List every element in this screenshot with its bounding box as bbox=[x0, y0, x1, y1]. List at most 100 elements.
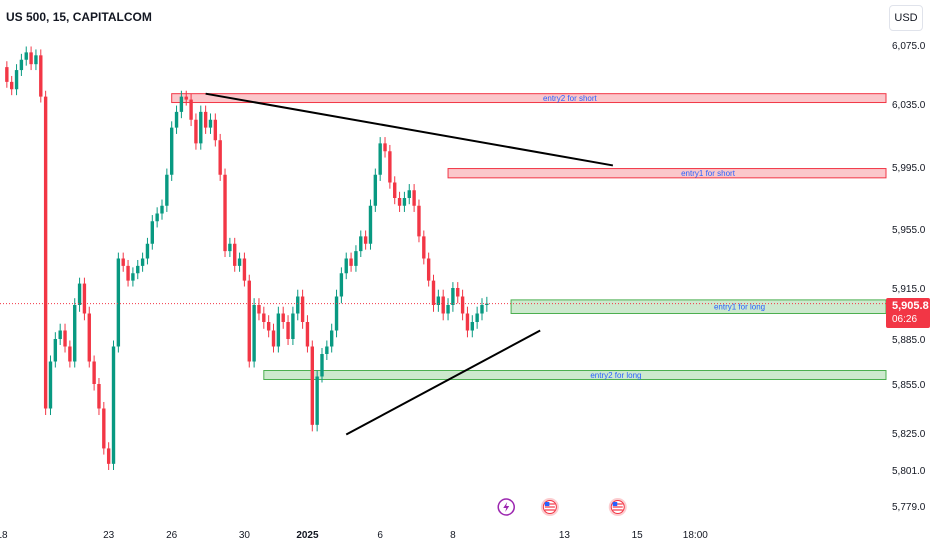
y-tick-label: 5,779.0 bbox=[892, 502, 926, 513]
candle-body bbox=[378, 143, 382, 175]
candle-body bbox=[320, 354, 324, 377]
zone-label: entry1 for long bbox=[714, 303, 765, 312]
candle-body bbox=[203, 111, 208, 128]
candle-body bbox=[363, 236, 368, 244]
candle-body bbox=[456, 288, 460, 297]
bar-countdown-label: 06:26 bbox=[892, 314, 918, 325]
y-tick-label: 5,801.0 bbox=[892, 466, 926, 477]
candle-body bbox=[291, 313, 295, 339]
candle-body bbox=[126, 265, 130, 281]
candle-body bbox=[426, 258, 431, 281]
candle-body bbox=[262, 313, 266, 322]
candle-body bbox=[150, 221, 154, 244]
candle-body bbox=[470, 322, 474, 331]
current-price-badge: 5,905.8 06:26 bbox=[886, 298, 930, 328]
candle-body bbox=[233, 243, 237, 266]
candle-body bbox=[199, 111, 203, 144]
candle-body bbox=[441, 296, 445, 314]
candle-body bbox=[194, 119, 198, 144]
candle-body bbox=[213, 119, 218, 141]
trendline-1[interactable] bbox=[205, 92, 614, 167]
zone-short-1[interactable] bbox=[171, 93, 887, 104]
flag-canton bbox=[544, 502, 550, 506]
candle-body bbox=[116, 258, 121, 347]
candle-body bbox=[300, 296, 305, 322]
candle-body bbox=[174, 111, 179, 128]
candle-body bbox=[354, 251, 358, 266]
candle-body bbox=[334, 296, 339, 331]
y-tick-label: 5,825.0 bbox=[892, 429, 926, 440]
candle-body bbox=[368, 205, 373, 244]
candle-body bbox=[189, 99, 193, 120]
candle-body bbox=[82, 283, 87, 314]
candle-body bbox=[165, 174, 169, 206]
candle-body bbox=[417, 205, 421, 237]
candle-body bbox=[184, 96, 188, 100]
candle-body bbox=[160, 205, 164, 214]
candle-body bbox=[131, 273, 135, 281]
candle-body bbox=[359, 236, 363, 252]
currency-button[interactable]: USD bbox=[889, 5, 923, 31]
candle-body bbox=[29, 52, 33, 65]
candle-body bbox=[19, 59, 24, 71]
trendline-2[interactable] bbox=[345, 329, 541, 436]
candle-body bbox=[465, 313, 470, 331]
y-tick-label: 5,885.0 bbox=[892, 335, 926, 346]
candle-body bbox=[111, 346, 116, 464]
candle-body bbox=[92, 361, 96, 384]
candle-body bbox=[53, 339, 58, 362]
candle-body bbox=[179, 96, 184, 112]
candle-body bbox=[24, 52, 28, 60]
candle-body bbox=[34, 55, 38, 65]
candle-body bbox=[39, 55, 43, 97]
candle-body bbox=[422, 236, 426, 259]
candle-body bbox=[266, 322, 271, 331]
candle-body bbox=[485, 303, 489, 305]
candle-body bbox=[446, 305, 450, 314]
x-tick-label: 26 bbox=[166, 530, 178, 541]
y-tick-label: 5,855.0 bbox=[892, 380, 926, 391]
candle-body bbox=[136, 265, 140, 274]
candle-body bbox=[271, 330, 276, 347]
lightning-bolt bbox=[503, 502, 510, 512]
y-tick-label: 5,995.0 bbox=[892, 163, 926, 174]
zone-long-4[interactable] bbox=[263, 370, 887, 380]
zone-long-3[interactable] bbox=[510, 299, 887, 314]
y-tick-label: 5,915.0 bbox=[892, 284, 926, 295]
x-tick-label: 23 bbox=[103, 530, 115, 541]
zone-label: entry1 for short bbox=[681, 169, 736, 178]
candle-body bbox=[480, 305, 484, 314]
candle-body bbox=[329, 330, 334, 347]
x-tick-label: 6 bbox=[377, 530, 383, 541]
candle-body bbox=[339, 273, 344, 297]
candle-body bbox=[208, 119, 213, 128]
candle-body bbox=[68, 346, 72, 362]
candle-body bbox=[397, 198, 402, 206]
candle-body bbox=[63, 330, 67, 347]
candle-body bbox=[242, 258, 247, 281]
candle-body bbox=[451, 288, 455, 305]
candle-body bbox=[310, 346, 314, 425]
zone-label: entry2 for long bbox=[590, 371, 641, 380]
candle-body bbox=[155, 213, 159, 222]
candle-body bbox=[431, 280, 436, 305]
current-price-label: 5,905.8 bbox=[892, 300, 929, 312]
zone-short-2[interactable] bbox=[447, 168, 887, 179]
candle-body bbox=[373, 174, 378, 206]
candle-body bbox=[436, 296, 441, 305]
us-flag-event-icon[interactable] bbox=[540, 498, 559, 516]
candle-body bbox=[460, 296, 465, 314]
candle-body bbox=[325, 346, 329, 354]
candle-body bbox=[48, 361, 53, 409]
candle-body bbox=[315, 376, 319, 425]
lightning-event-icon[interactable] bbox=[497, 498, 515, 516]
candle-body bbox=[169, 127, 174, 175]
flag-canton bbox=[612, 502, 618, 506]
x-tick-label: 13 bbox=[559, 530, 571, 541]
candle-body bbox=[281, 313, 285, 322]
x-tick-label: 18 bbox=[0, 530, 8, 541]
candle-body bbox=[393, 182, 397, 198]
us-flag-event-icon[interactable] bbox=[608, 498, 627, 516]
